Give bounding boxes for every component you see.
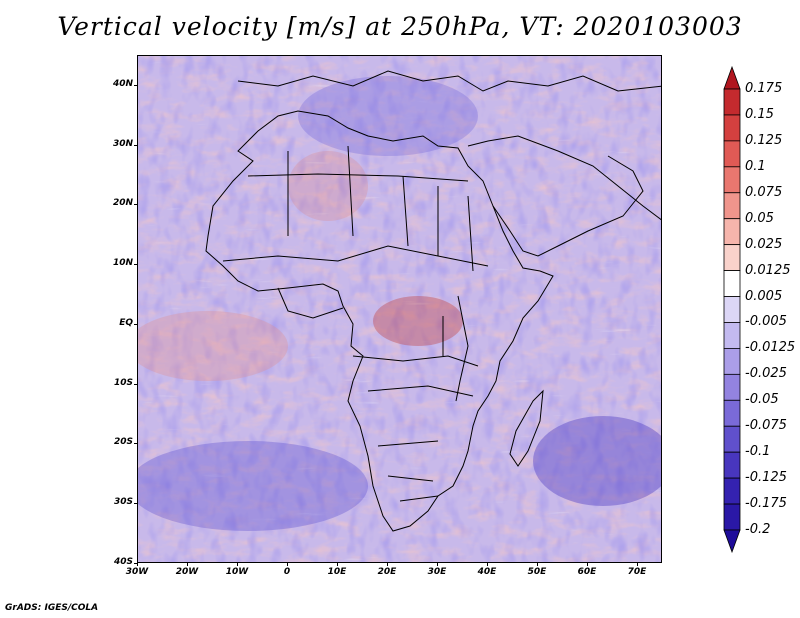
lon-tick-mark — [187, 562, 188, 566]
colorbar-swatch — [723, 503, 741, 531]
lon-tick-mark — [287, 562, 288, 566]
lat-tick-label: 30S — [113, 497, 133, 508]
map-title: Vertical velocity [m/s] at 250hPa, VT: 2… — [57, 12, 743, 41]
colorbar-label: -0.1 — [745, 444, 771, 460]
colorbar-label: -0.125 — [745, 470, 787, 486]
lat-tick-label: 40N — [112, 78, 133, 89]
lat-tick-label: 10N — [112, 258, 133, 269]
colorbar-swatch — [723, 322, 741, 349]
lon-tick-label: 10W — [225, 567, 249, 577]
lon-tick-label: 30E — [427, 567, 447, 577]
lon-tick-mark — [587, 562, 588, 566]
colorbar-cap-bottom — [723, 529, 741, 554]
colorbar-swatch — [723, 373, 741, 401]
lat-tick-mark — [134, 563, 138, 564]
lat-tick-mark — [134, 84, 138, 86]
colorbar-label: -0.05 — [745, 392, 779, 408]
lon-tick-label: 50E — [527, 567, 547, 577]
colorbar-swatch — [723, 192, 741, 220]
lat-tick-mark — [134, 503, 138, 505]
lon-tick-label: 20W — [175, 567, 199, 577]
colorbar-label: 0.075 — [745, 184, 783, 200]
lon-tick-mark — [137, 562, 138, 566]
lat-tick-mark — [134, 443, 138, 445]
colorbar-swatch — [723, 140, 741, 168]
lon-tick-mark — [487, 562, 488, 566]
colorbar-label: 0.05 — [745, 210, 774, 226]
lat-tick-mark — [134, 264, 138, 266]
colorbar-label: 0.025 — [745, 236, 783, 252]
colorbar-swatch — [723, 296, 741, 323]
lon-tick-mark — [337, 562, 338, 566]
colorbar-swatch — [723, 451, 741, 479]
vertical-velocity-map — [138, 56, 661, 562]
colorbar-label: -0.005 — [745, 314, 787, 330]
lat-tick-mark — [134, 144, 138, 146]
colorbar-label: 0.1 — [745, 158, 766, 174]
colorbar-label: 0.125 — [745, 132, 783, 148]
lon-tick-label: 30W — [125, 567, 149, 577]
lat-tick-label: 40S — [113, 557, 133, 567]
colorbar-label: -0.2 — [745, 522, 771, 537]
colorbar-label: -0.075 — [745, 418, 787, 434]
lat-tick-label: 10S — [113, 377, 133, 388]
lon-tick-label: 10E — [327, 567, 347, 577]
lon-tick-label: 0 — [283, 567, 291, 577]
lat-tick-mark — [134, 383, 138, 385]
lon-tick-mark — [387, 562, 388, 566]
colorbar-swatches — [723, 65, 741, 554]
lat-tick-label: 30N — [112, 138, 133, 149]
colorbar-swatch — [723, 244, 741, 271]
colorbar-swatch — [723, 270, 741, 297]
lon-tick-mark — [537, 562, 538, 566]
lat-tick-label: 20S — [113, 437, 133, 448]
map-plot-area — [137, 55, 662, 563]
lon-tick-mark — [437, 562, 438, 566]
colorbar-swatch — [723, 425, 741, 453]
colorbar-swatch — [723, 88, 741, 116]
colorbar-label: -0.0125 — [745, 340, 796, 356]
colorbar-label: 0.0125 — [745, 262, 791, 278]
lon-tick-label: 40E — [477, 567, 497, 577]
lat-tick-mark — [134, 204, 138, 206]
colorbar-swatch — [723, 218, 741, 246]
colorbar-swatch — [723, 348, 741, 375]
lat-tick-label: 20N — [112, 198, 133, 209]
grads-credit: GrADS: IGES/COLA — [5, 603, 99, 613]
colorbar-cap-top — [723, 65, 741, 90]
colorbar-label: -0.175 — [745, 496, 787, 512]
colorbar-swatch — [723, 166, 741, 194]
colorbar-label: 0.15 — [745, 106, 774, 122]
colorbar-label: 0.175 — [745, 81, 783, 96]
colorbar-label: -0.025 — [745, 366, 787, 382]
lat-tick-label: EQ — [119, 317, 133, 328]
lon-tick-label: 20E — [377, 567, 397, 577]
lon-tick-mark — [237, 562, 238, 566]
colorbar — [716, 62, 776, 562]
colorbar-label: 0.005 — [745, 288, 783, 304]
colorbar-swatch — [723, 399, 741, 427]
coastlines — [205, 70, 661, 532]
lon-tick-label: 60E — [577, 567, 597, 577]
lon-tick-label: 70E — [627, 567, 647, 577]
lat-tick-mark — [134, 323, 138, 325]
colorbar-swatch — [723, 477, 741, 505]
colorbar-swatch — [723, 114, 741, 142]
lon-tick-mark — [637, 562, 638, 566]
